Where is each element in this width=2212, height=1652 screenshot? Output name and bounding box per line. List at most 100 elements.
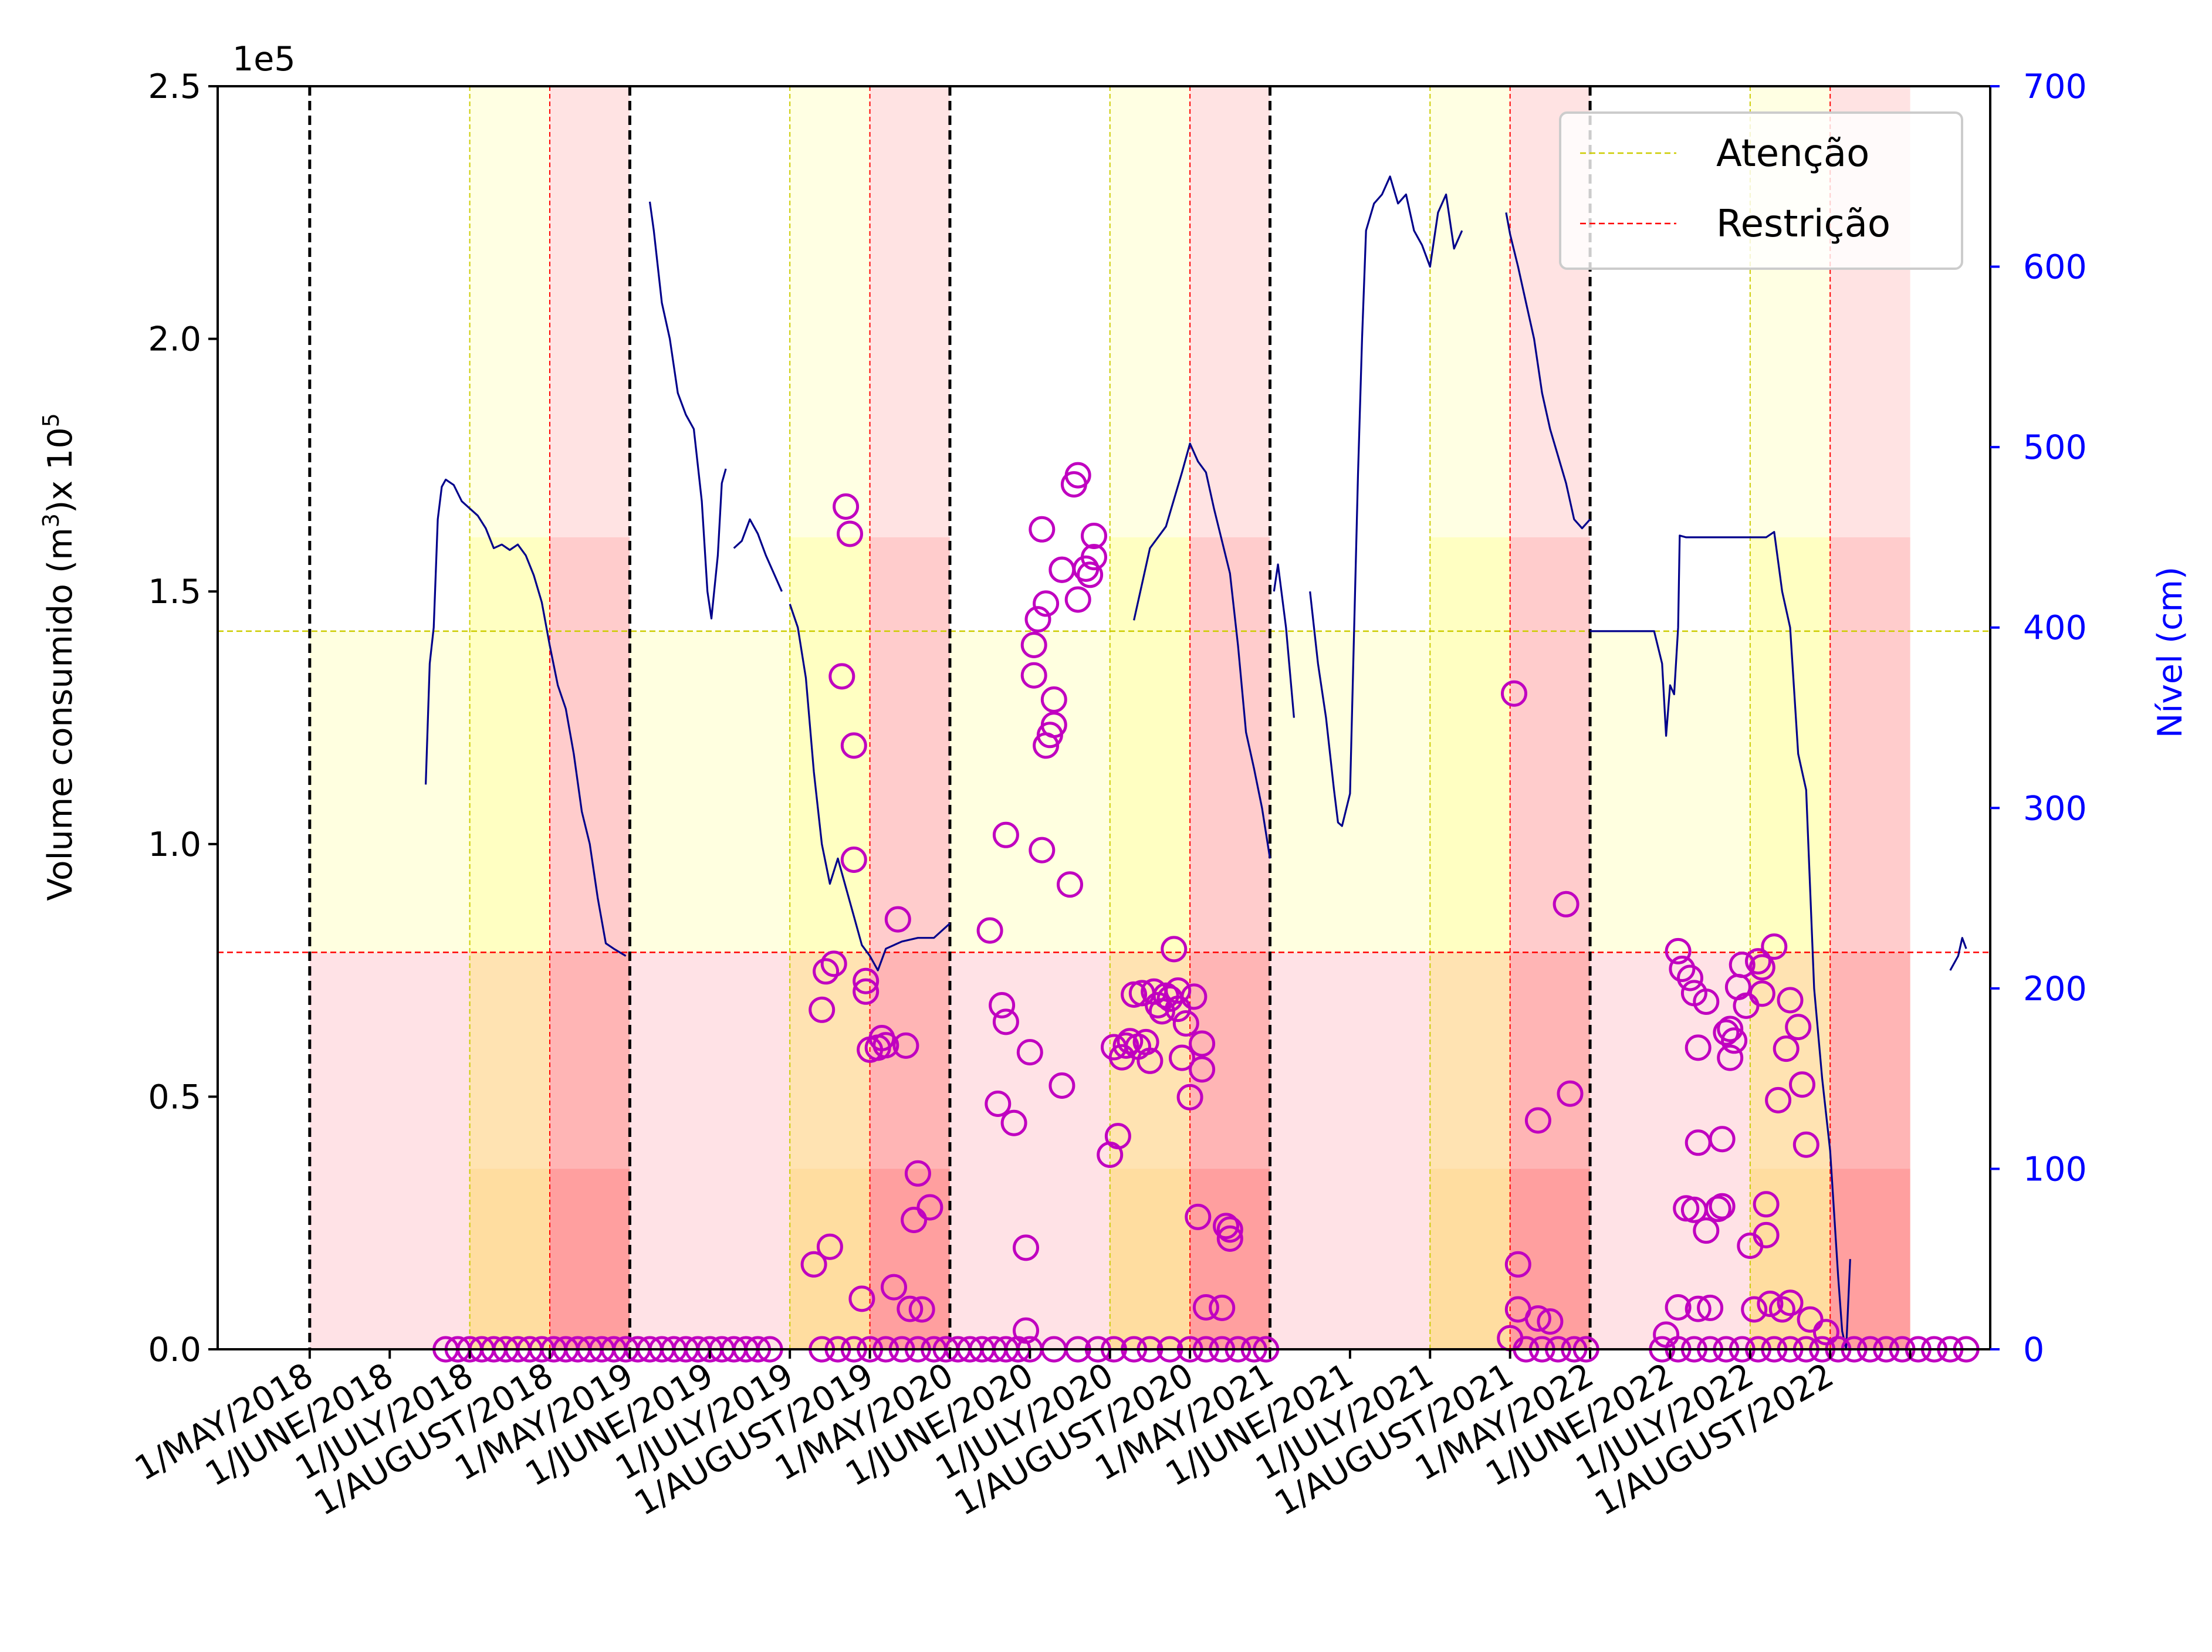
volume-point [800, 1251, 827, 1278]
right-tick-label: 0 [2023, 1331, 2044, 1369]
volume-point [1665, 937, 1692, 964]
legend-restriction-label: Restrição [1716, 202, 1890, 246]
level-line-segment [733, 518, 783, 592]
volume-point [901, 1207, 928, 1233]
volume-point [1081, 523, 1107, 549]
right-axis-title: Nível (cm) [2151, 567, 2190, 739]
volume-point [1137, 1047, 1164, 1074]
volume-point [1745, 948, 1771, 975]
volume-point [1209, 1294, 1236, 1321]
volume-point [1176, 1084, 1203, 1111]
band-pink-lower [309, 952, 470, 1349]
restriction-band-low [550, 952, 630, 1349]
band-yellow-mid [1590, 631, 1750, 953]
right-tick-label: 700 [2023, 67, 2087, 106]
volume-point [1117, 1028, 1144, 1055]
volume-point [1721, 1027, 1748, 1054]
volume-point [1148, 998, 1175, 1025]
volume-point [1504, 1251, 1531, 1278]
volume-point [1757, 1291, 1784, 1317]
volume-point [1665, 1294, 1692, 1321]
restriction-band [1830, 86, 1910, 1349]
volume-point [816, 1233, 843, 1260]
volume-point [1693, 989, 1720, 1015]
volume-point [1192, 1294, 1219, 1321]
volume-point [853, 967, 880, 994]
volume-point [892, 1032, 919, 1059]
legend-attention-label: Atenção [1716, 132, 1869, 175]
volume-point [837, 520, 863, 547]
volume-point [1185, 1203, 1212, 1230]
attention-band [790, 86, 870, 1349]
volume-point [1216, 1216, 1243, 1243]
volume-point [1812, 1319, 1839, 1346]
volume-point [1213, 1213, 1239, 1240]
volume-point [992, 821, 1019, 848]
volume-point [1165, 977, 1192, 1004]
volume-point [1169, 1044, 1195, 1071]
restriction-band-low [1830, 952, 1910, 1349]
volume-point [820, 950, 847, 977]
volume-point [1693, 1217, 1720, 1244]
volume-point [1777, 987, 1804, 1014]
volume-point [1713, 1019, 1740, 1046]
volume-point [1777, 1289, 1804, 1316]
volume-point [908, 1296, 935, 1323]
attention-band-core [469, 537, 550, 1349]
volume-point [1709, 1193, 1736, 1220]
volume-point [1524, 1305, 1551, 1332]
volume-point [1773, 1035, 1800, 1062]
legend-box [1559, 111, 1963, 270]
right-tick-label: 400 [2023, 609, 2087, 648]
volume-point [1040, 712, 1067, 739]
attention-band-low [469, 952, 550, 1349]
volume-point [884, 906, 911, 933]
volume-point [1020, 632, 1047, 658]
right-tick-label: 200 [2023, 970, 2087, 1008]
volume-point [1669, 956, 1696, 982]
volume-point [1189, 1030, 1216, 1057]
left-axis-offset-text: 1e5 [232, 40, 296, 79]
level-line-segment [648, 201, 727, 620]
level-line-segment [1590, 531, 1851, 1350]
level-line-segment [1309, 175, 1463, 827]
volume-point [1697, 1294, 1724, 1321]
restriction-band-core [1510, 537, 1591, 1349]
volume-point [1172, 1010, 1199, 1037]
volume-point [1501, 680, 1527, 707]
volume-point [1704, 1196, 1731, 1223]
left-tick-label: 1.0 [148, 825, 201, 864]
volume-point [1753, 1191, 1780, 1218]
attention-band [1430, 86, 1510, 1349]
volume-point [840, 847, 867, 873]
left-axis-title-sup1: 3 [38, 513, 64, 527]
volume-point [1029, 837, 1056, 864]
left-tick-label: 1.5 [148, 573, 201, 611]
volume-point [1024, 606, 1051, 633]
level-line-segment [1505, 212, 1591, 530]
volume-point [976, 917, 1003, 944]
restriction-band-low [1510, 952, 1591, 1349]
right-tick-label: 100 [2023, 1150, 2087, 1189]
restriction-band [870, 86, 950, 1349]
volume-point [1057, 871, 1083, 898]
restriction-band-low [1190, 952, 1270, 1349]
volume-point [985, 1091, 1012, 1117]
volume-point [853, 978, 880, 1005]
restriction-band [550, 86, 630, 1349]
right-tick-label: 600 [2023, 248, 2087, 287]
restriction-band-floor [870, 1169, 950, 1349]
volume-point [1748, 980, 1775, 1007]
volume-point [916, 1194, 943, 1221]
band-yellow-mid [949, 631, 1110, 953]
level-series [425, 175, 1967, 1350]
volume-point [904, 1160, 931, 1187]
volume-point [1753, 1221, 1780, 1248]
volume-point [1112, 1032, 1139, 1059]
volume-point [1709, 1126, 1736, 1153]
level-line-segment [1949, 937, 1967, 971]
restriction-band-floor [550, 1169, 630, 1349]
attention-band-core [1110, 537, 1190, 1349]
